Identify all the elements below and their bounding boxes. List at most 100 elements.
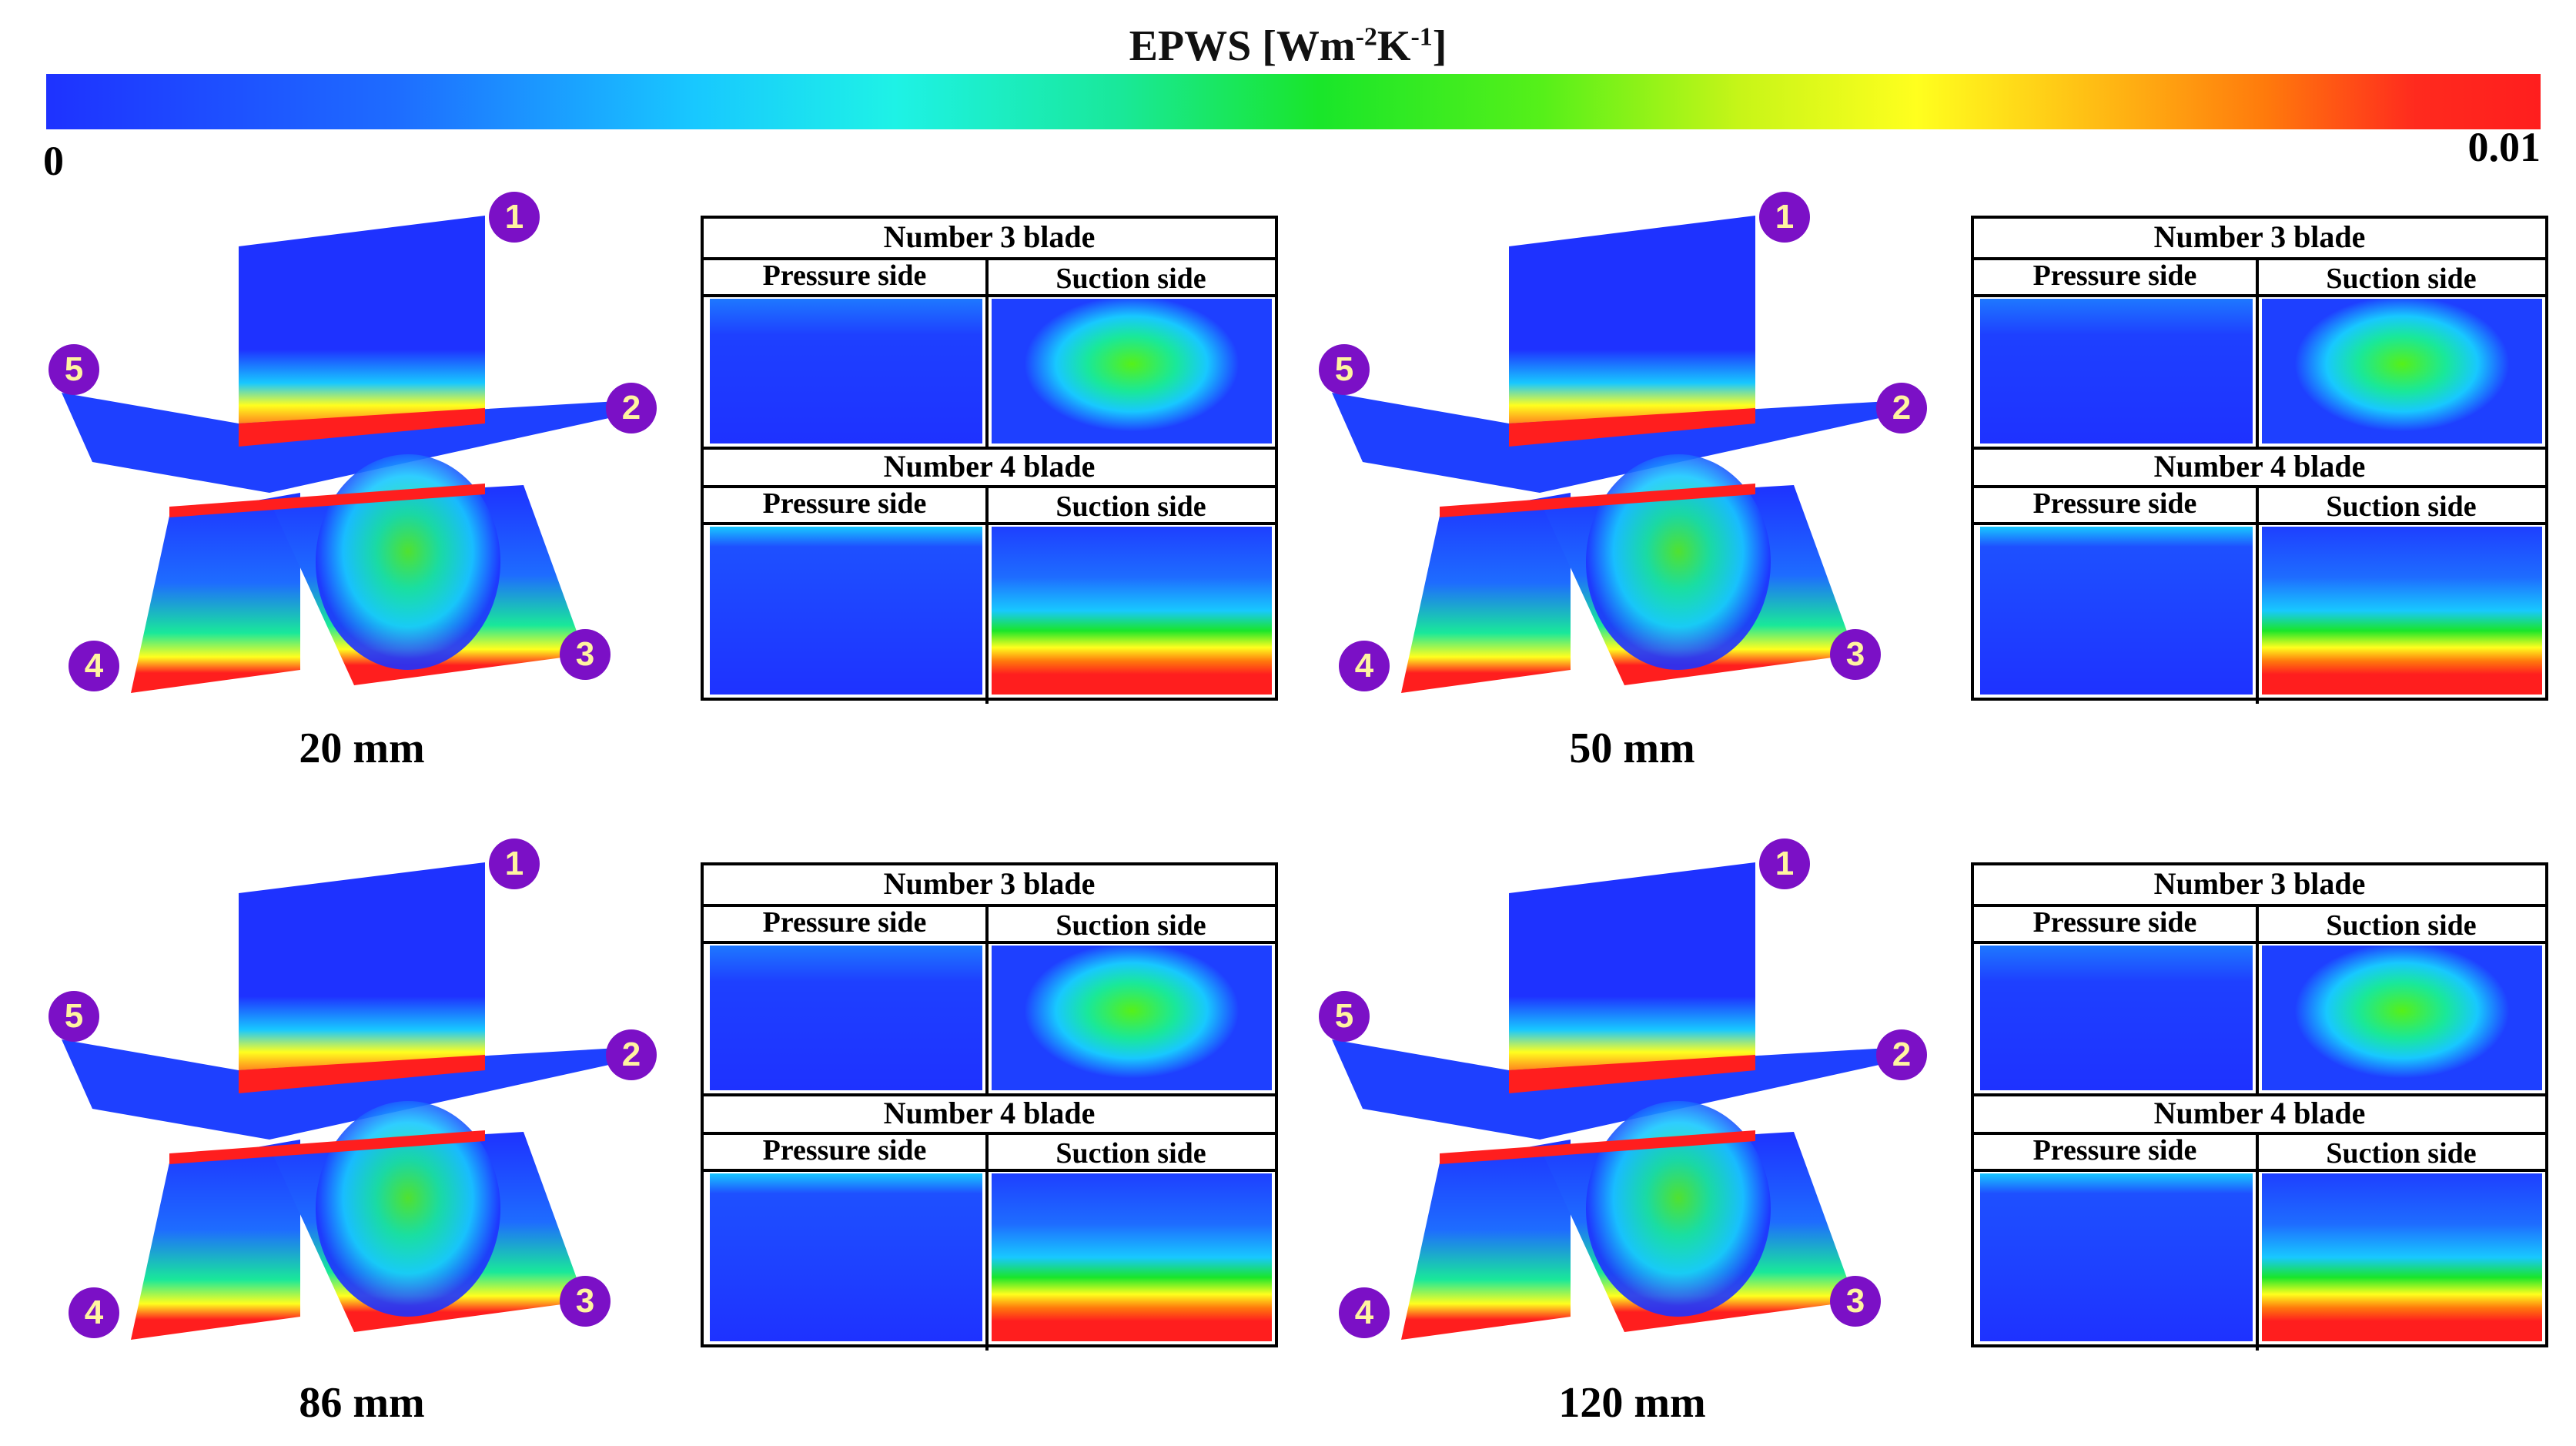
panel-divider <box>1974 294 2545 297</box>
blade-3-title: Number 3 blade <box>883 219 1096 254</box>
blade-4-suction-contour <box>2262 1173 2542 1341</box>
marker-4-badge: 4 <box>1339 641 1390 691</box>
marker-1-badge: 1 <box>489 192 540 243</box>
blade-3-suction-contour <box>992 946 1272 1090</box>
case-4-geometry-view <box>1332 862 1925 1340</box>
blade-3-pressure-label: Pressure side <box>2032 906 2197 939</box>
panel-divider <box>704 447 1275 450</box>
blade-4-pressure-label: Pressure side <box>2032 1134 2197 1167</box>
marker-4-badge: 4 <box>69 1287 119 1338</box>
horizontal-blade-surface <box>1332 393 1925 493</box>
case-4-group: 1 2 3 4 5 120 mm Number 3 blade Pressure side Su… <box>1270 647 2548 1427</box>
blade-detail-panel: Number 3 blade Pressure side Suction side N… <box>1971 862 2548 1351</box>
top-edge-heat <box>169 484 485 517</box>
marker-2-badge: 2 <box>606 383 657 433</box>
blade-4-pressure-contour <box>1980 527 2253 695</box>
blade-3-suction-label: Suction side <box>2326 909 2477 942</box>
panel-divider <box>985 485 989 704</box>
panel-divider <box>704 294 1275 297</box>
blade-3-suction-label: Suction side <box>2326 263 2477 295</box>
marker-5-badge: 5 <box>1319 991 1370 1042</box>
panel-divider <box>2256 1132 2259 1351</box>
marker-1-badge: 1 <box>1759 192 1810 243</box>
marker-3-badge: 3 <box>560 1276 611 1327</box>
blade-1-surface <box>1509 216 1755 439</box>
blade-3-suction-contour <box>2262 946 2542 1090</box>
colorbar <box>46 74 2541 129</box>
blade-4-title: Number 4 blade <box>2153 1096 2366 1130</box>
blade-3-hotspot <box>316 454 500 670</box>
panel-divider <box>704 1132 1275 1135</box>
marker-3-badge: 3 <box>560 629 611 680</box>
marker-2-badge: 2 <box>1876 1029 1927 1080</box>
blade-4-pressure-label: Pressure side <box>2032 487 2197 520</box>
case-2-group: 1 2 3 4 5 50 mm Number 3 blade Pressure side Suc… <box>1270 0 2548 772</box>
leading-edge-heat <box>239 408 485 447</box>
colorbar-max-label: 0.01 <box>2467 124 2541 170</box>
case-caption: 20 mm <box>299 725 425 772</box>
panel-divider <box>1974 904 2545 907</box>
top-edge-heat <box>1440 484 1755 517</box>
panel-divider <box>1974 1169 2545 1172</box>
blade-4-title: Number 4 blade <box>883 1096 1096 1130</box>
panel-divider <box>2256 485 2259 704</box>
panel-divider <box>985 904 989 1093</box>
panel-divider <box>704 257 1275 260</box>
panel-divider <box>704 1169 1275 1172</box>
panel-divider <box>1974 447 2545 450</box>
blade-3-pressure-label: Pressure side <box>762 906 927 939</box>
horizontal-blade-surface <box>62 393 654 493</box>
blade-detail-panel: Number 3 blade Pressure side Suction side N… <box>701 862 1278 1351</box>
blade-4-surface <box>131 493 300 693</box>
blade-4-suction-label: Suction side <box>1055 490 1206 523</box>
blade-4-suction-contour <box>2262 527 2542 695</box>
colorbar-min-label: 0 <box>43 138 64 184</box>
panel-divider <box>1974 941 2545 944</box>
blade-3-pressure-contour <box>1980 299 2253 444</box>
marker-1-badge: 1 <box>1759 838 1810 889</box>
case-1-geometry-view <box>62 216 654 693</box>
case-caption: 120 mm <box>1558 1379 1706 1427</box>
panel-divider <box>1974 257 2545 260</box>
blade-1-surface <box>1509 862 1755 1086</box>
marker-3-badge: 3 <box>1830 1276 1881 1327</box>
blade-3-pressure-label: Pressure side <box>2032 259 2197 292</box>
panel-divider <box>1974 485 2545 488</box>
blade-4-title: Number 4 blade <box>883 449 1096 484</box>
panel-divider <box>704 1093 1275 1096</box>
panel-divider <box>704 941 1275 944</box>
blade-detail-panel: Number 3 blade Pressure side Suction side N… <box>701 216 1278 704</box>
panel-divider <box>985 1132 989 1351</box>
blade-4-surface <box>1401 1140 1571 1340</box>
blade-4-pressure-contour <box>710 1173 982 1341</box>
case-1-group: 1 2 3 4 5 20 mm Number 3 blade Pressure side Suc… <box>0 0 1278 772</box>
blade-4-surface <box>131 1140 300 1340</box>
colorbar-title: EPWS [Wm-2K-1] <box>1129 22 1447 70</box>
panel-divider <box>704 485 1275 488</box>
leading-edge-heat <box>1509 1055 1755 1093</box>
blade-4-pressure-contour <box>1980 1173 2253 1341</box>
panel-divider <box>1974 522 2545 525</box>
blade-4-pressure-contour <box>710 527 982 695</box>
panel-divider <box>2256 257 2259 447</box>
panel-divider <box>704 904 1275 907</box>
blade-4-suction-label: Suction side <box>2326 490 2477 523</box>
blade-4-suction-contour <box>992 1173 1272 1341</box>
panel-divider <box>704 522 1275 525</box>
blade-3-hotspot <box>316 1101 500 1317</box>
blade-3-pressure-contour <box>710 946 982 1090</box>
blade-1-surface <box>239 216 485 439</box>
blade-3-suction-contour <box>992 299 1272 444</box>
blade-3-hotspot <box>1586 454 1771 670</box>
blade-4-suction-label: Suction side <box>1055 1137 1206 1170</box>
blade-3-hotspot <box>1586 1101 1771 1317</box>
marker-2-badge: 2 <box>606 1029 657 1080</box>
marker-3-badge: 3 <box>1830 629 1881 680</box>
horizontal-blade-surface <box>1332 1039 1925 1140</box>
case-caption: 50 mm <box>1569 725 1695 772</box>
blade-4-pressure-label: Pressure side <box>762 487 927 520</box>
leading-edge-heat <box>239 1055 485 1093</box>
case-2-geometry-view <box>1332 216 1925 693</box>
marker-5-badge: 5 <box>49 344 99 395</box>
blade-4-suction-contour <box>992 527 1272 695</box>
